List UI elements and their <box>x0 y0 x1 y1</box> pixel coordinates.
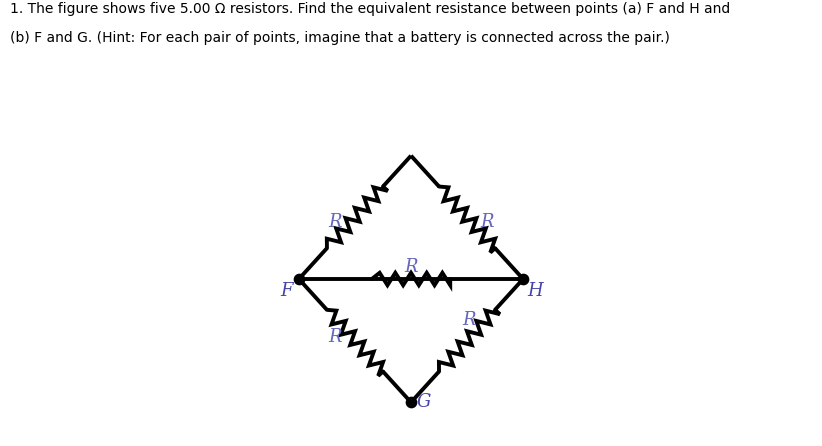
Text: H: H <box>528 282 543 300</box>
Text: G: G <box>416 393 431 411</box>
Text: R: R <box>463 311 476 329</box>
Text: R: R <box>404 258 418 276</box>
Text: R: R <box>480 213 494 231</box>
Text: R: R <box>328 328 341 346</box>
Point <box>404 399 418 406</box>
Text: R: R <box>328 213 342 231</box>
Point <box>293 276 306 283</box>
Text: F: F <box>280 282 293 300</box>
Point <box>516 276 529 283</box>
Text: 1. The figure shows five 5.00 Ω resistors. Find the equivalent resistance betwee: 1. The figure shows five 5.00 Ω resistor… <box>10 2 730 16</box>
Text: (b) F and G. (Hint: For each pair of points, imagine that a battery is connected: (b) F and G. (Hint: For each pair of poi… <box>10 31 670 45</box>
